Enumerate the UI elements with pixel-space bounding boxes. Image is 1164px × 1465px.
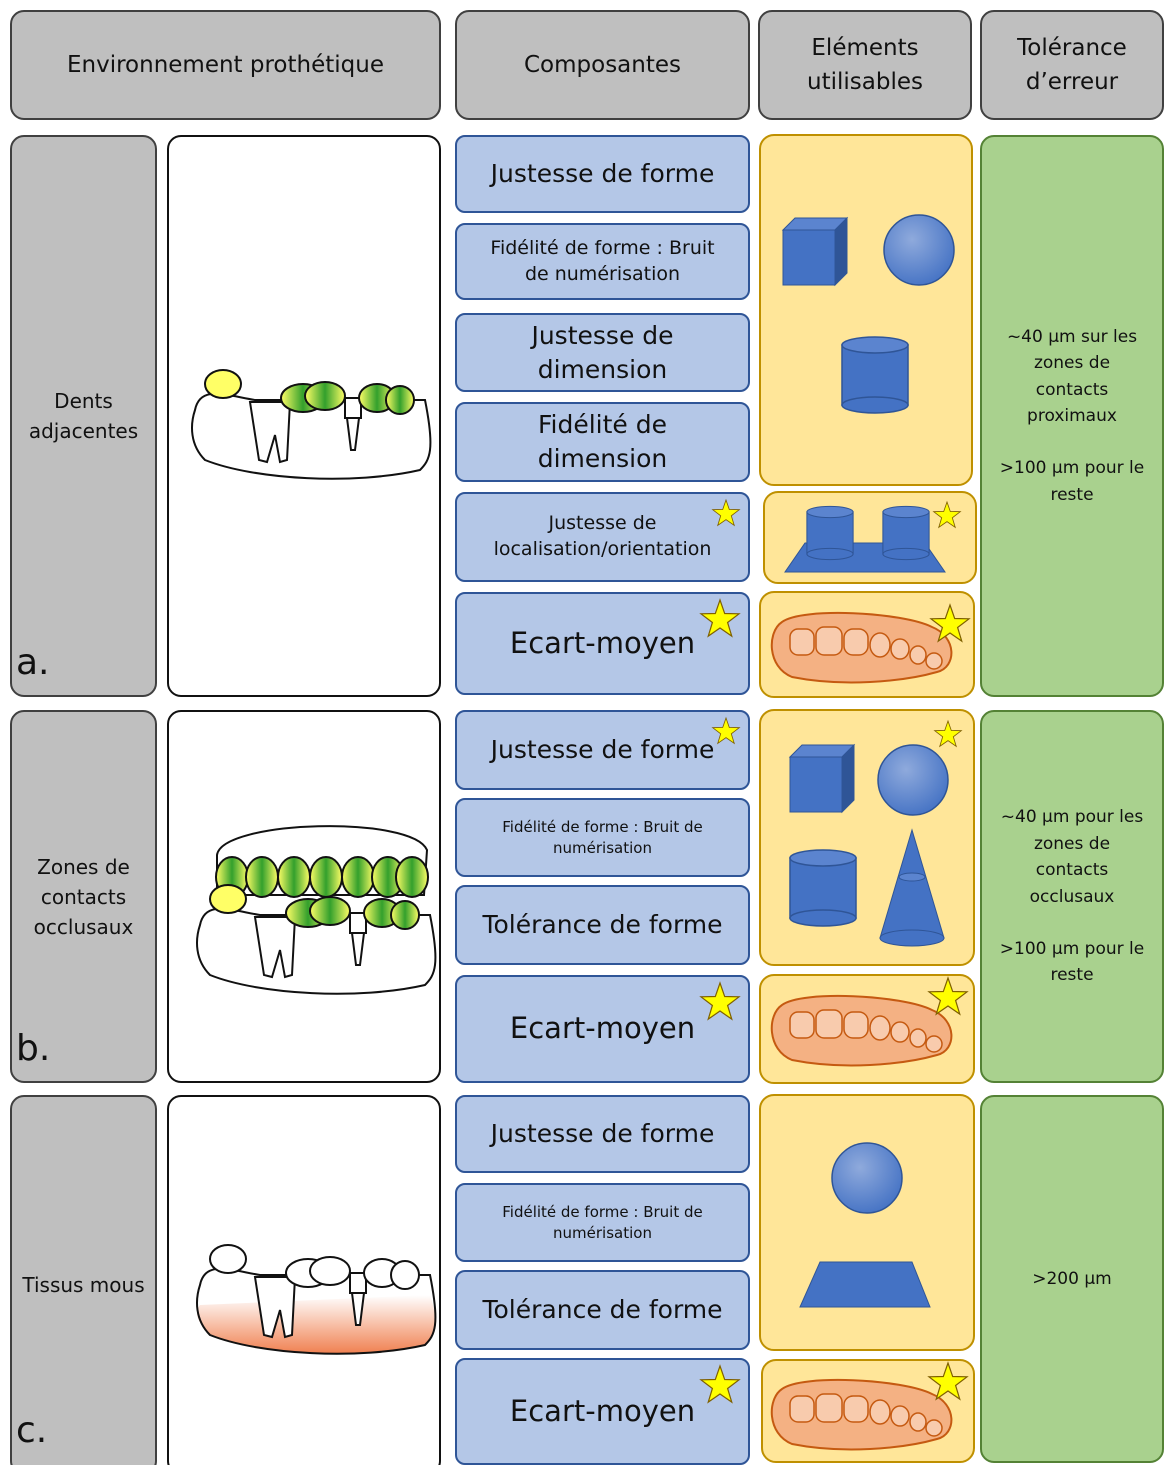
component: Justesse de forme — [455, 1095, 750, 1173]
row-label: b. — [16, 1028, 51, 1069]
jaw-illustration — [196, 1244, 437, 1355]
tolerance: ~40 µm sur les zones de contacts proxima… — [980, 135, 1164, 697]
image-panel — [167, 135, 441, 697]
tolerance-text: ~40 µm sur les zones de contacts proxima… — [1006, 326, 1138, 426]
tolerance-text: ~40 µm pour les zones de contacts occlus… — [1000, 807, 1144, 907]
tooth — [204, 369, 242, 399]
tooth — [309, 1256, 351, 1286]
tooth — [385, 385, 415, 415]
header-tolerance: Tolérance d’erreur — [980, 10, 1164, 120]
header-components: Composantes — [455, 10, 750, 120]
tolerance: ~40 µm pour les zones de contacts occlus… — [980, 710, 1164, 1083]
star-icon — [712, 499, 740, 526]
environment-label: Zones de contacts occlusaux — [10, 710, 157, 1083]
component: Fidélité de forme : Bruit de numérisatio… — [455, 1183, 750, 1262]
row-label: a. — [16, 642, 50, 683]
tolerance-text: >200 µm — [1032, 1268, 1112, 1289]
tolerance-text: >100 µm pour le reste — [999, 938, 1145, 986]
component: Justesse de forme — [455, 710, 750, 790]
tolerance-text: >100 µm pour le reste — [999, 458, 1145, 505]
environment-label: Dents adjacentes — [10, 135, 157, 697]
component: Tolérance de forme — [455, 1270, 750, 1350]
environment-label: Tissus mous — [10, 1095, 157, 1465]
header-elements: Eléments utilisables — [758, 10, 972, 120]
component: Fidélité de dimension — [455, 402, 750, 482]
component: Fidélité de forme : Bruit de numérisatio… — [455, 223, 750, 300]
upper-tooth — [277, 856, 311, 898]
tolerance: >200 µm — [980, 1095, 1164, 1463]
upper-tooth — [245, 856, 279, 898]
component: Ecart-moyen — [455, 975, 750, 1083]
row-label: c. — [16, 1410, 48, 1451]
jaw-illustration — [196, 884, 437, 995]
upper-tooth — [395, 856, 429, 898]
tooth — [309, 896, 351, 926]
component: Fidélité de forme : Bruit de numérisatio… — [455, 798, 750, 877]
component: Ecart-moyen — [455, 592, 750, 695]
tooth — [390, 900, 420, 930]
header-environment: Environnement prothétique — [10, 10, 441, 120]
component: Justesse de forme — [455, 135, 750, 213]
upper-gum — [216, 825, 429, 896]
tooth — [304, 381, 346, 411]
tooth — [209, 884, 247, 914]
jaw-illustration — [191, 369, 432, 480]
gum — [197, 1295, 436, 1354]
component: Justesse de localisation/orientation — [455, 492, 750, 582]
upper-tooth — [309, 856, 343, 898]
upper-tooth — [341, 856, 375, 898]
tooth — [209, 1244, 247, 1274]
star-icon — [700, 982, 740, 1020]
component: Ecart-moyen — [455, 1358, 750, 1465]
upper-jaw — [215, 825, 429, 898]
component: Tolérance de forme — [455, 885, 750, 965]
star-icon — [712, 717, 740, 744]
star-icon — [700, 599, 740, 637]
tooth — [390, 1260, 420, 1290]
star-icon — [700, 1365, 740, 1403]
component: Justesse de dimension — [455, 313, 750, 392]
